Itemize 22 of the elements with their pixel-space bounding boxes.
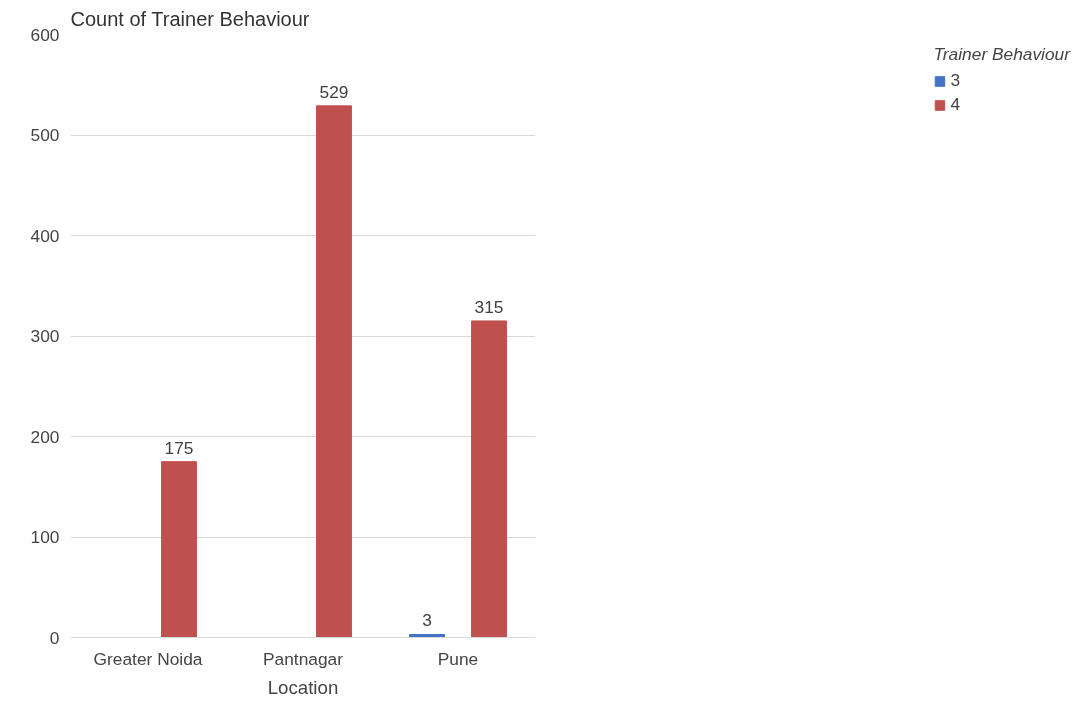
legend-label: 4	[950, 94, 962, 115]
legend-title: Trainer Behaviour	[933, 44, 1070, 65]
bar	[471, 320, 507, 638]
data-label: 3	[422, 610, 432, 631]
y-tick-label: 500	[30, 125, 60, 145]
bar	[161, 461, 197, 638]
legend-label: 3	[950, 70, 962, 91]
x-tick-label: Pune	[437, 648, 479, 669]
data-label: 175	[164, 437, 194, 458]
x-tick-label: Greater Noida	[93, 648, 203, 669]
y-tick-label: 600	[30, 24, 60, 45]
y-tick-label: 200	[30, 426, 60, 447]
y-tick-label: 100	[30, 527, 60, 547]
x-axis-title: Location	[267, 676, 339, 698]
y-tick-label: 300	[30, 326, 60, 346]
x-tick-label: Pantnagar	[263, 648, 344, 669]
data-label: 315	[474, 296, 504, 317]
bar	[316, 105, 352, 638]
chart-title: Count of Trainer Behaviour	[70, 7, 310, 30]
y-tick-label: 400	[30, 225, 60, 246]
data-label: 529	[319, 81, 349, 102]
y-tick-label: 0	[49, 627, 60, 648]
